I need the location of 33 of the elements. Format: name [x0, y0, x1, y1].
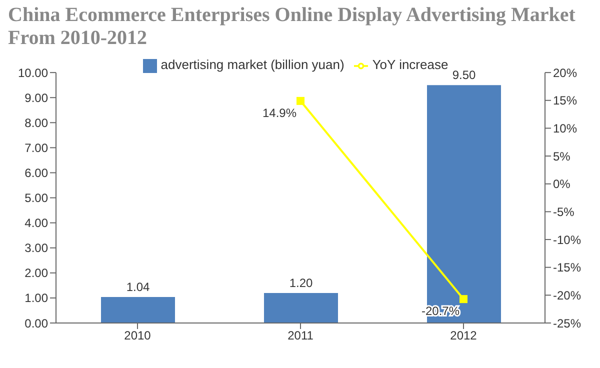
data-label: 9.50: [452, 68, 476, 82]
y2-tick-label: 0%: [553, 177, 571, 192]
legend-label: advertising market (billion yuan): [160, 57, 344, 72]
bar: [264, 292, 338, 323]
data-label: 14.9%: [262, 106, 297, 120]
y2-tick-label: 5%: [553, 149, 571, 164]
y-tick-label: 3.00: [24, 241, 48, 256]
y-tick-label: 1.00: [24, 291, 48, 306]
x-tick-label: 2010: [124, 328, 152, 343]
y-tick-label: 0.00: [24, 316, 48, 330]
y-tick-label: 8.00: [24, 116, 48, 130]
y2-tick-label: 15%: [553, 94, 578, 108]
y2-tick-label: 10%: [553, 121, 578, 136]
y-tick-label: 7.00: [24, 140, 48, 155]
legend-label: YoY increase: [372, 57, 448, 72]
y-tick-label: 4.00: [24, 216, 48, 230]
y-tick-label: 2.00: [24, 266, 48, 280]
data-label: 1.04: [126, 280, 150, 294]
y2-tick-label: 20%: [553, 66, 578, 80]
bar: [101, 296, 175, 323]
x-tick-label: 2011: [288, 328, 314, 343]
x-tick-label: 2012: [450, 328, 478, 343]
chart-title: China Ecommerce Enterprises Online Display Advertising Market From 2010-2012: [8, 4, 576, 50]
y2-tick-label: -10%: [553, 232, 582, 247]
y-tick-label: 9.00: [24, 90, 48, 105]
y-tick-label: 6.00: [24, 166, 48, 180]
y2-tick-label: -25%: [553, 316, 582, 330]
y2-tick-label: -15%: [553, 260, 582, 275]
y2-tick-label: -20%: [553, 288, 582, 302]
data-label: 1.20: [289, 276, 313, 290]
y2-tick-label: -5%: [553, 204, 575, 219]
y-tick-label: 10.00: [18, 66, 48, 80]
y-tick-label: 5.00: [24, 191, 48, 206]
